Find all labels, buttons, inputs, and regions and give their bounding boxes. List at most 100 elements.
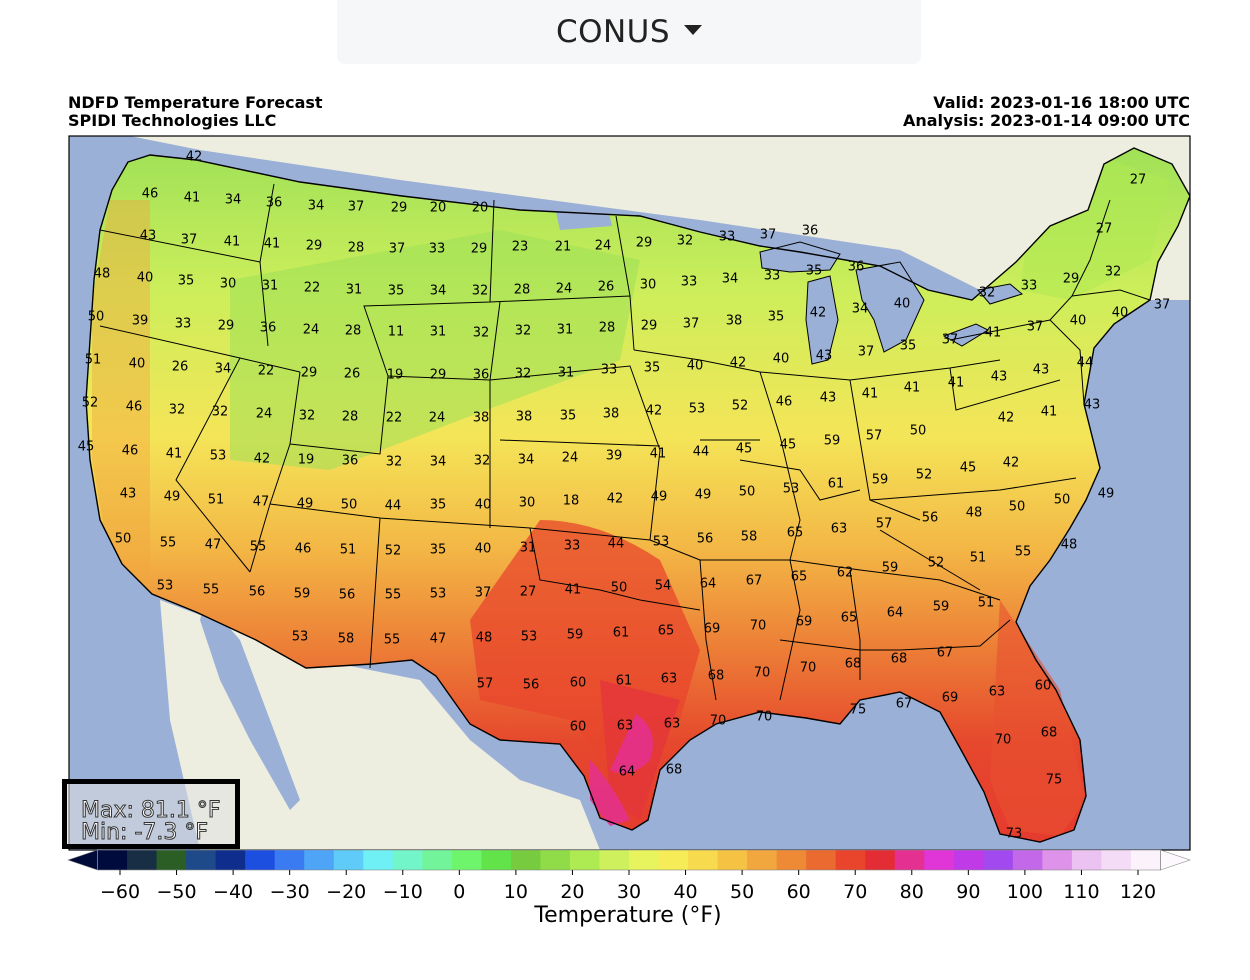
colorbar-tick-label: 0	[453, 881, 465, 903]
temp-label: 50	[1009, 500, 1026, 515]
colorbar-segment	[658, 850, 689, 870]
temp-label: 31	[520, 541, 537, 556]
temp-label: 22	[304, 281, 321, 296]
temp-label: 34	[430, 284, 447, 299]
temp-label: 70	[754, 666, 771, 681]
temp-label: 35	[178, 274, 195, 289]
temp-label: 28	[514, 283, 531, 298]
colorbar-tick-label: 20	[560, 881, 584, 903]
colorbar-tick-label: 70	[843, 881, 867, 903]
temp-label: 35	[430, 498, 447, 513]
temp-label: 47	[253, 495, 270, 510]
temp-label: 34	[722, 272, 739, 287]
colorbar-segment	[451, 850, 482, 870]
temp-label: 29	[218, 319, 235, 334]
temp-label: 24	[595, 239, 612, 254]
temp-label: 33	[719, 230, 736, 245]
temp-label: 56	[523, 678, 540, 693]
temp-label: 35	[388, 284, 405, 299]
cold-region	[230, 230, 640, 470]
temp-label: 32	[1105, 265, 1122, 280]
temp-label: 37	[181, 233, 198, 248]
colorbar-segment	[717, 850, 748, 870]
temp-label: 24	[562, 451, 579, 466]
temp-label: 46	[295, 542, 312, 557]
temp-label: 51	[970, 551, 987, 566]
temp-label: 48	[94, 267, 111, 282]
max-temp: Max: 81.1 °F	[81, 798, 222, 823]
temp-label: 49	[297, 497, 314, 512]
temp-label: 40	[1070, 314, 1087, 329]
florida-warm	[990, 600, 1086, 836]
colorbar-segment	[865, 850, 896, 870]
temp-label: 38	[473, 411, 490, 426]
temp-label: 19	[387, 368, 404, 383]
temp-label: 27	[520, 585, 537, 600]
temp-label: 35	[430, 543, 447, 558]
colorbar-segment	[540, 850, 571, 870]
temp-label: 35	[768, 310, 785, 325]
temp-label: 35	[644, 361, 661, 376]
temp-label: 75	[1046, 773, 1063, 788]
temp-label: 43	[140, 229, 157, 244]
map-title: NDFD Temperature Forecast	[68, 93, 323, 112]
temp-label: 41	[565, 583, 582, 598]
temp-label: 38	[603, 407, 620, 422]
valid-time: Valid: 2023-01-16 18:00 UTC	[933, 93, 1190, 112]
colorbar-segment	[333, 850, 364, 870]
temp-label: 32	[299, 409, 316, 424]
colorbar-segment	[392, 850, 423, 870]
temp-label: 53	[157, 579, 174, 594]
temp-label: 37	[1154, 298, 1171, 313]
temp-label: 38	[726, 314, 743, 329]
temp-label: 31	[346, 283, 363, 298]
temp-label: 27	[1130, 173, 1147, 188]
temp-label: 29	[1063, 272, 1080, 287]
temp-label: 35	[900, 339, 917, 354]
colorbar-segment	[304, 850, 335, 870]
temp-label: 52	[82, 396, 99, 411]
temp-label: 41	[904, 381, 921, 396]
colorbar-segment	[953, 850, 984, 870]
temp-label: 34	[225, 193, 242, 208]
temp-label: 53	[653, 535, 670, 550]
temp-label: 30	[220, 277, 237, 292]
colorbar-segment	[629, 850, 660, 870]
canada-land	[130, 136, 1190, 300]
temp-label: 28	[348, 241, 365, 256]
temp-label: 34	[518, 453, 535, 468]
temp-label: 27	[1096, 222, 1113, 237]
temp-label: 64	[700, 577, 717, 592]
temp-label: 44	[693, 445, 710, 460]
temp-label: 60	[1035, 679, 1052, 694]
temp-label: 33	[601, 363, 618, 378]
temp-label: 41	[862, 387, 879, 402]
colorbar-ticks: −60 −50 −40 −30 −20 −10 0 10 20 30 40 50 60 70 80 90 100…	[100, 870, 1156, 903]
temp-label: 32	[472, 284, 489, 299]
colorbar-segment	[776, 850, 807, 870]
stats-box: Max: 81.1 °F Min: -7.3 °F	[62, 779, 240, 849]
colorbar-segment	[688, 850, 719, 870]
temp-label: 49	[651, 490, 668, 505]
temp-label: 55	[160, 536, 177, 551]
temp-label: 59	[933, 600, 950, 615]
temp-label: 32	[979, 286, 996, 301]
temp-label: 60	[570, 676, 587, 691]
temp-label: 35	[560, 409, 577, 424]
colorbar-segment	[806, 850, 837, 870]
temp-label: 37	[760, 228, 777, 243]
colorbar-segment	[569, 850, 600, 870]
region-selector[interactable]: CONUS	[337, 0, 921, 64]
temp-label: 22	[386, 411, 403, 426]
temp-label: 53	[521, 630, 538, 645]
temp-label: 34	[430, 455, 447, 470]
temp-label: 46	[776, 395, 793, 410]
temp-label: 36	[802, 224, 819, 239]
temp-label: 40	[475, 542, 492, 557]
temp-label: 29	[636, 236, 653, 251]
temp-label: 41	[184, 191, 201, 206]
caret-down-icon	[684, 25, 703, 35]
temp-label: 23	[512, 240, 529, 255]
temp-label: 65	[787, 526, 804, 541]
temp-label: 40	[129, 357, 146, 372]
